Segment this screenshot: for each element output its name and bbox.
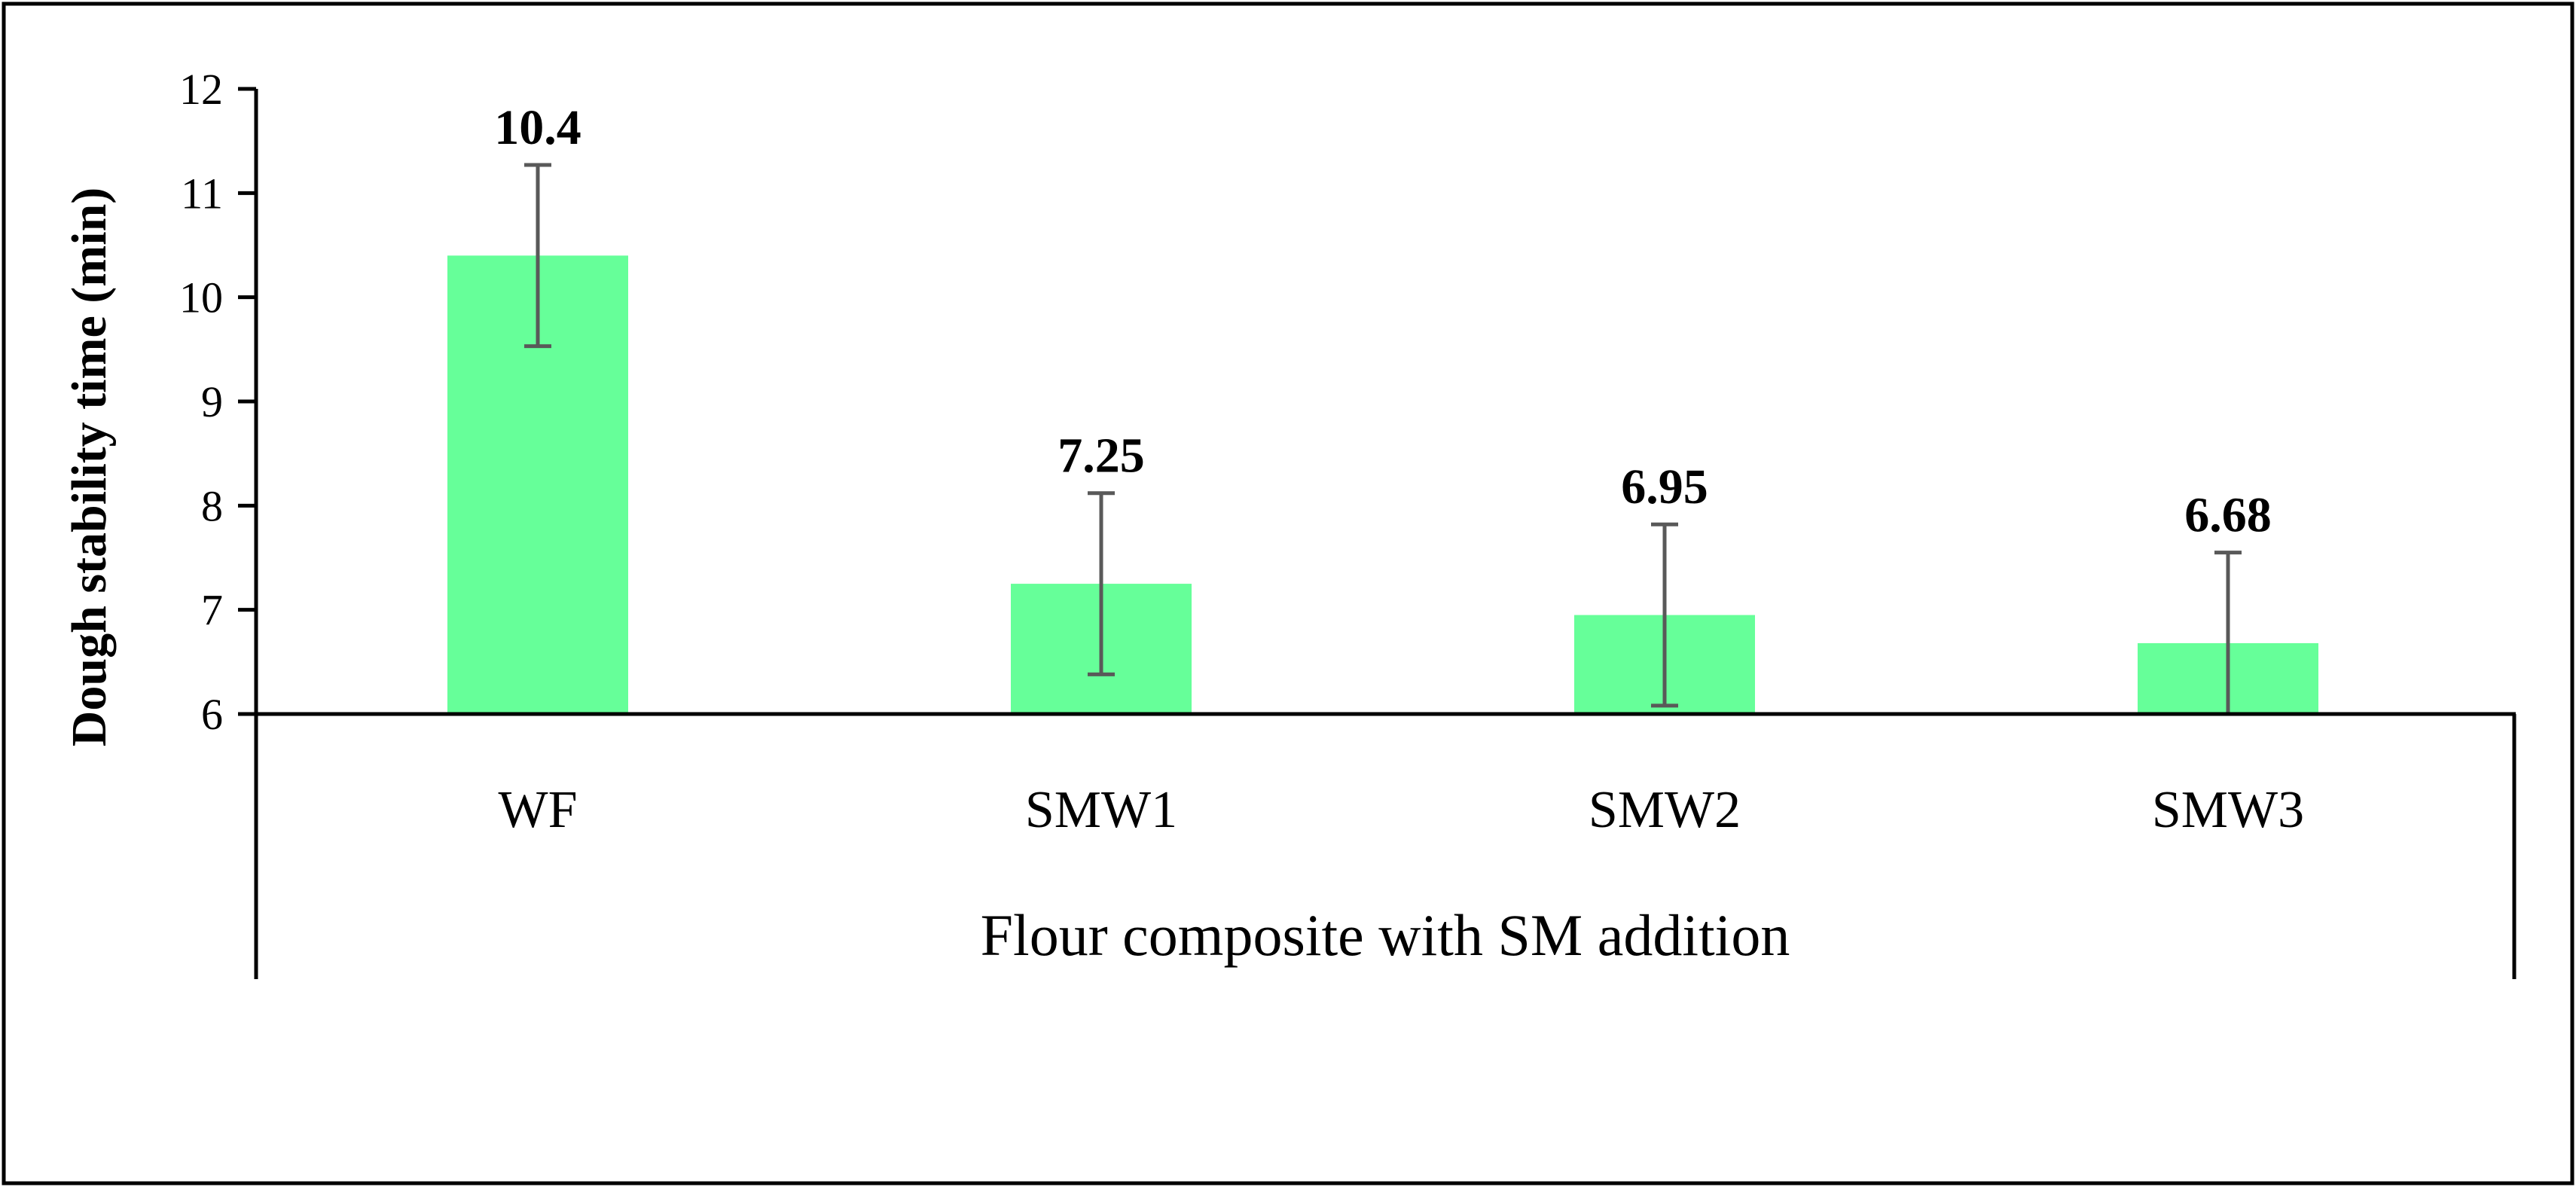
y-axis-title: Dough stability time (min) [62, 188, 117, 747]
data-label-smw3: 6.68 [2184, 488, 2272, 543]
y-tick-label: 12 [179, 65, 223, 114]
data-label-smw1: 7.25 [1058, 429, 1145, 484]
y-tick-label: 11 [181, 169, 223, 218]
category-label-wf: WF [499, 781, 578, 839]
data-labels: 10.4 7.25 6.95 6.68 [494, 100, 2272, 543]
error-bars [524, 163, 2242, 714]
y-tick-label: 7 [201, 586, 223, 635]
y-tick-label: 8 [201, 481, 223, 530]
data-label-wf: 10.4 [494, 100, 581, 155]
category-label-smw3: SMW3 [2152, 781, 2304, 839]
y-tick-label: 6 [201, 690, 223, 739]
data-label-smw2: 6.95 [1621, 459, 1708, 514]
y-tick-label: 9 [201, 377, 223, 426]
category-label-smw1: SMW1 [1025, 781, 1177, 839]
category-label-smw2: SMW2 [1589, 781, 1741, 839]
y-axis-ticks: 6 7 8 9 10 11 12 [179, 65, 256, 739]
x-axis-title: Flour composite with SM addition [981, 902, 1790, 968]
y-tick-label: 10 [179, 273, 223, 322]
category-labels: WF SMW1 SMW2 SMW3 [499, 781, 2305, 839]
